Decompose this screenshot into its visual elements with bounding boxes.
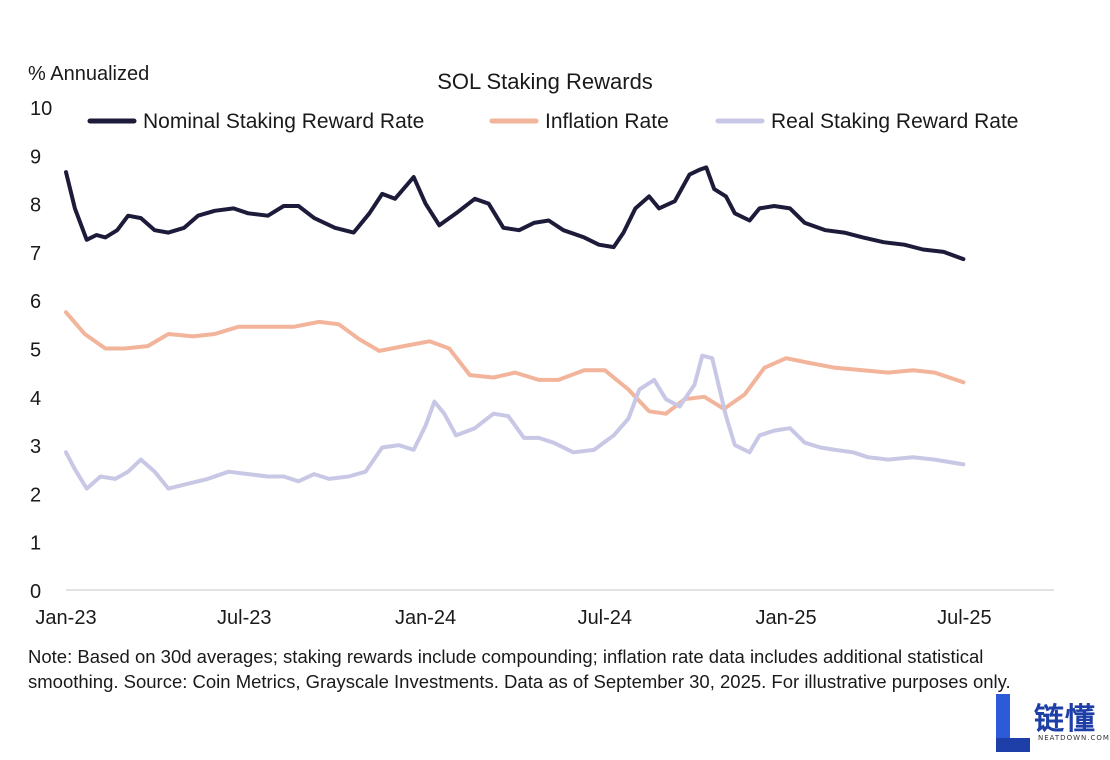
watermark-logo: 链懂 NEATDOWN.COM — [994, 690, 1109, 756]
y-tick-label: 0 — [30, 581, 41, 603]
y-tick-label: 10 — [30, 98, 52, 120]
logo-mark-horizontal — [996, 738, 1030, 752]
y-tick-label: 6 — [30, 291, 41, 313]
watermark-site: NEATDOWN.COM — [1038, 734, 1110, 742]
chart-title: SOL Staking Rewards — [437, 69, 653, 94]
series-line-2 — [64, 353, 966, 491]
y-tick-label: 1 — [30, 533, 41, 555]
x-tick-label: Jul-24 — [578, 607, 632, 629]
y-tick-label: 9 — [30, 146, 41, 168]
x-axis-ticks: Jan-23 Jul-23 Jan-24 Jul-24 Jan-25 Jul-25 — [35, 607, 991, 629]
watermark-brand: 链懂 — [1034, 702, 1096, 737]
legend: Nominal Staking Reward Rate Inflation Rat… — [87, 110, 1018, 133]
y-axis-label: % Annualized — [28, 63, 149, 85]
x-tick-label: Jan-23 — [35, 607, 96, 629]
y-tick-label: 8 — [30, 195, 41, 217]
x-tick-label: Jul-23 — [217, 607, 271, 629]
legend-label: Real Staking Reward Rate — [771, 110, 1018, 133]
y-tick-label: 3 — [30, 436, 41, 458]
series-lines — [64, 165, 966, 491]
legend-label: Nominal Staking Reward Rate — [143, 110, 424, 133]
series-line-1 — [64, 310, 966, 416]
x-tick-label: Jul-25 — [937, 607, 991, 629]
chart-footnote: Note: Based on 30d averages; staking rew… — [28, 646, 1011, 692]
y-tick-label: 5 — [30, 340, 41, 362]
line-chart: % Annualized SOL Staking Rewards Nominal… — [28, 63, 1054, 629]
series-line-0 — [64, 165, 966, 262]
y-tick-label: 4 — [30, 388, 41, 410]
x-tick-label: Jan-25 — [755, 607, 816, 629]
y-tick-label: 2 — [30, 484, 41, 506]
y-axis-ticks: 0 1 2 3 4 5 6 7 8 9 10 — [30, 98, 52, 603]
y-tick-label: 7 — [30, 243, 41, 265]
logo-mark-vertical — [996, 694, 1010, 752]
x-tick-label: Jan-24 — [395, 607, 456, 629]
legend-label: Inflation Rate — [545, 110, 669, 133]
